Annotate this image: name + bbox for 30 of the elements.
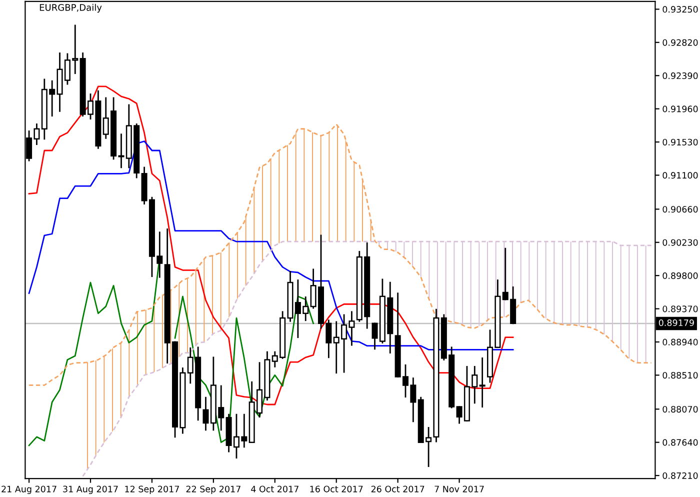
y-tick-label: 0.91530 [662,138,698,146]
line-series [28,140,514,350]
y-tick-label: 0.88070 [662,406,698,413]
y-tick-label: 0.89370 [662,306,698,312]
ref-line-label: 0.89179 [658,319,694,326]
line-series [28,124,652,386]
x-tick-label: 22 Sep 2017 [186,486,240,494]
line-series [28,86,514,406]
y-tick-label: 0.92390 [662,72,698,80]
x-tick-label: 26 Oct 2017 [371,486,424,492]
y-tick-label: 0.88510 [662,372,698,379]
line-series [82,240,652,477]
x-tick-label: 12 Sep 2017 [125,486,179,494]
y-tick-label: 0.90230 [662,239,698,246]
y-tick-label: 0.90660 [662,206,698,213]
candlestick [479,357,486,408]
y-tick-label: 0.89800 [662,272,698,280]
x-tick-label: 7 Nov 2017 [434,486,484,492]
x-tick-label: 16 Oct 2017 [310,486,363,492]
y-tick-label: 0.88940 [662,338,698,346]
y-tick-label: 0.91100 [662,172,698,179]
y-tick-label: 0.87210 [662,472,698,479]
y-tick-label: 0.87640 [662,439,698,446]
x-tick-label: 31 Aug 2017 [63,486,118,494]
y-tick-label: 0.92820 [662,39,698,46]
y-tick-label: 0.93250 [662,6,698,13]
y-tick-label: 0.91960 [662,106,698,112]
x-tick-label: 21 Aug 2017 [2,486,56,494]
chart-title: EURGBP,Daily [40,4,102,13]
x-tick-label: 4 Oct 2017 [251,486,298,492]
